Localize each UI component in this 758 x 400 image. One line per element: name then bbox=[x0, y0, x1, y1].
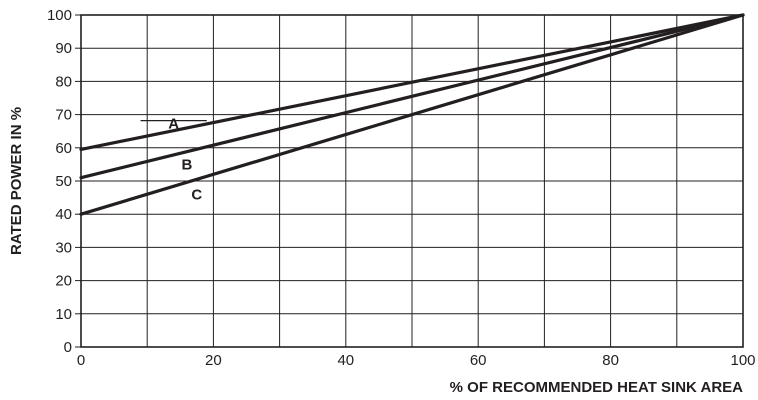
x-axis-title: % OF RECOMMENDED HEAT SINK AREA bbox=[450, 379, 744, 396]
series-label-c: C bbox=[191, 186, 202, 203]
series-line-c bbox=[79, 13, 745, 216]
x-tick-label: 0 bbox=[77, 352, 85, 369]
y-tick-label: 70 bbox=[55, 107, 72, 124]
series-label-a: A bbox=[168, 116, 179, 133]
y-tick-label: 30 bbox=[55, 239, 72, 256]
series-lines bbox=[79, 13, 745, 216]
y-tick-label: 0 bbox=[64, 339, 72, 356]
grid bbox=[81, 15, 743, 347]
y-axis-title: RATED POWER IN % bbox=[8, 107, 25, 255]
series-line-a bbox=[79, 13, 745, 152]
y-tick-label: 90 bbox=[55, 40, 72, 57]
y-tick-label: 40 bbox=[55, 206, 72, 223]
series-label-b: B bbox=[181, 157, 192, 174]
y-tick-label: 100 bbox=[47, 7, 72, 24]
x-tick-label: 40 bbox=[337, 352, 354, 369]
series-line-b bbox=[79, 13, 745, 180]
y-tick-label: 10 bbox=[55, 306, 72, 323]
y-tick-label: 60 bbox=[55, 140, 72, 157]
x-tick-label: 20 bbox=[205, 352, 222, 369]
x-tick-labels: 0 20 40 60 80 100 bbox=[77, 352, 756, 369]
x-tick-label: 80 bbox=[602, 352, 619, 369]
x-tick-label: 100 bbox=[730, 352, 755, 369]
y-tick-label: 20 bbox=[55, 273, 72, 290]
y-tick-labels: 0 10 20 30 40 50 60 70 80 90 100 bbox=[47, 7, 81, 356]
series-labels: A BC bbox=[140, 116, 207, 203]
y-tick-label: 80 bbox=[55, 73, 72, 90]
y-tick-label: 50 bbox=[55, 173, 72, 190]
x-tick-label: 60 bbox=[470, 352, 487, 369]
